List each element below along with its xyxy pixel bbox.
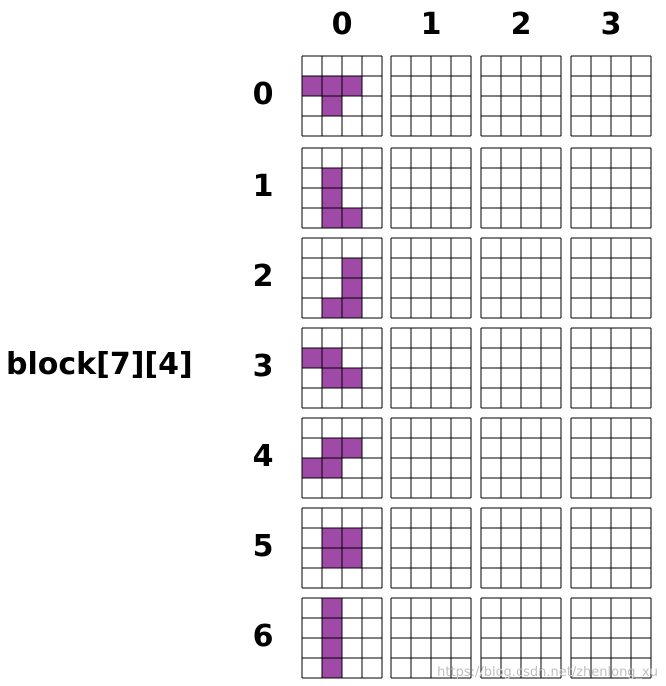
filled-cell (322, 208, 342, 228)
filled-cell (322, 548, 342, 568)
filled-cell (322, 618, 342, 638)
block-grid-0-3 (570, 55, 652, 137)
row-label-0: 0 (252, 77, 274, 112)
filled-cell (342, 298, 362, 318)
block-grid-6-2 (480, 597, 562, 679)
filled-cell (342, 208, 362, 228)
filled-cell (302, 76, 322, 96)
block-grid-4-0 (301, 417, 383, 499)
row-label-6: 6 (252, 619, 274, 654)
block-grid-0-2 (480, 55, 562, 137)
column-label-0: 0 (331, 7, 353, 42)
filled-cell (322, 528, 342, 548)
column-label-1: 1 (420, 7, 442, 42)
filled-cell (302, 348, 322, 368)
filled-cell (322, 76, 342, 96)
watermark: https://blog.csdn.net/zhenlong_xu (437, 665, 658, 680)
filled-cell (322, 638, 342, 658)
block-grid-0-0 (301, 55, 383, 137)
block-grid-5-3 (570, 507, 652, 589)
block-grid-2-1 (390, 237, 472, 319)
row-label-5: 5 (252, 529, 274, 564)
filled-cell (322, 658, 342, 678)
column-label-2: 2 (510, 7, 532, 42)
filled-cell (322, 598, 342, 618)
filled-cell (322, 188, 342, 208)
block-grid-6-3 (570, 597, 652, 679)
block-grid-5-2 (480, 507, 562, 589)
filled-cell (342, 438, 362, 458)
block-grid-4-3 (570, 417, 652, 499)
row-label-2: 2 (252, 259, 274, 294)
filled-cell (322, 458, 342, 478)
block-grid-3-2 (480, 327, 562, 409)
block-grid-2-3 (570, 237, 652, 319)
filled-cell (342, 368, 362, 388)
filled-cell (342, 278, 362, 298)
block-grid-4-2 (480, 417, 562, 499)
filled-cell (342, 548, 362, 568)
filled-cell (322, 368, 342, 388)
filled-cell (342, 258, 362, 278)
filled-cell (322, 96, 342, 116)
block-grid-3-3 (570, 327, 652, 409)
block-grid-2-0 (301, 237, 383, 319)
block-grid-6-1 (390, 597, 472, 679)
block-grid-1-3 (570, 147, 652, 229)
block-grid-0-1 (390, 55, 472, 137)
block-grid-3-1 (390, 327, 472, 409)
filled-cell (322, 438, 342, 458)
block-grid-1-2 (480, 147, 562, 229)
block-grid-1-0 (301, 147, 383, 229)
block-grid-3-0 (301, 327, 383, 409)
block-grid-6-0 (301, 597, 383, 679)
row-label-4: 4 (252, 439, 274, 474)
row-label-1: 1 (252, 169, 274, 204)
filled-cell (342, 528, 362, 548)
block-grid-2-2 (480, 237, 562, 319)
block-grid-4-1 (390, 417, 472, 499)
row-label-3: 3 (252, 349, 274, 384)
array-title: block[7][4] (6, 347, 193, 382)
filled-cell (342, 76, 362, 96)
filled-cell (322, 168, 342, 188)
column-label-3: 3 (600, 7, 622, 42)
filled-cell (322, 298, 342, 318)
filled-cell (322, 348, 342, 368)
block-grid-5-1 (390, 507, 472, 589)
filled-cell (302, 458, 322, 478)
block-grid-5-0 (301, 507, 383, 589)
block-grid-1-1 (390, 147, 472, 229)
